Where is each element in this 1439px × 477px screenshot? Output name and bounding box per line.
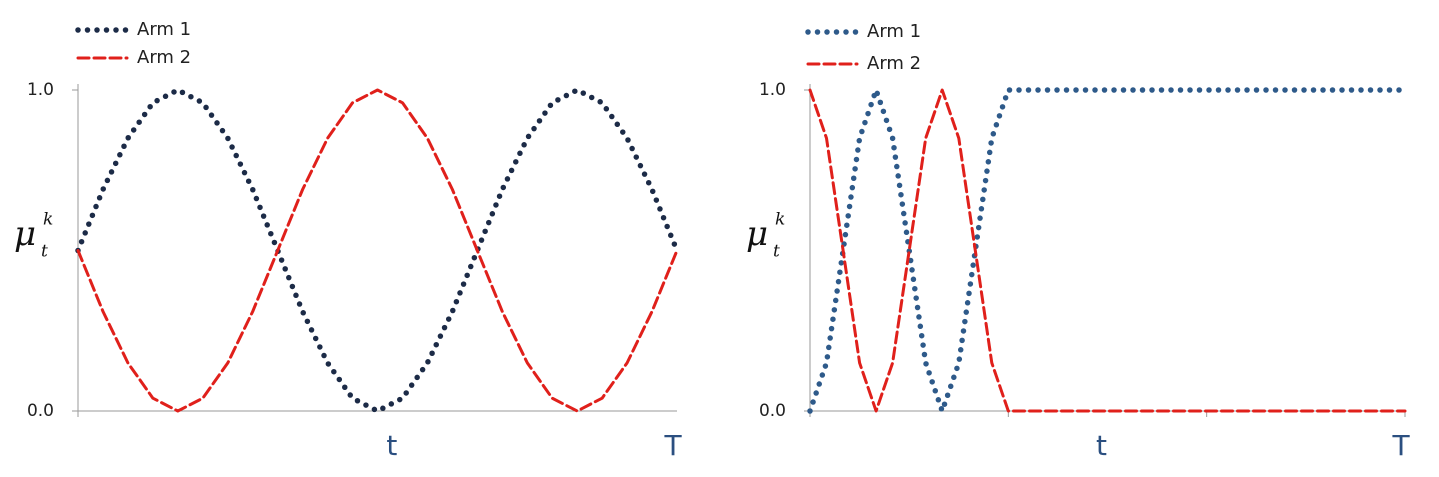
- y-tick-label: 0.0: [759, 401, 786, 421]
- y-axis-symbol: μ: [746, 214, 768, 254]
- legend-label: Arm 1: [137, 19, 191, 40]
- x-axis-label: t: [1096, 429, 1107, 462]
- x-axis-label: T: [1391, 429, 1410, 462]
- y-axis-sup: k: [775, 210, 785, 230]
- legend-label: Arm 2: [137, 47, 191, 68]
- x-axis-label: T: [663, 429, 682, 462]
- y-axis-sub: t: [41, 242, 48, 262]
- y-axis-sup: k: [43, 210, 53, 230]
- y-tick-label: 0.0: [27, 401, 54, 421]
- y-axis-sub: t: [773, 242, 780, 262]
- x-axis-label: t: [386, 429, 397, 462]
- series-line: [808, 88, 1407, 413]
- legend-label: Arm 2: [867, 53, 921, 74]
- y-axis-symbol: μ: [14, 214, 36, 254]
- y-tick-label: 1.0: [759, 80, 786, 100]
- series-line: [807, 87, 1408, 414]
- series-line: [76, 88, 679, 413]
- legend-label: Arm 1: [867, 21, 921, 42]
- y-tick-label: 1.0: [27, 80, 54, 100]
- series-line: [75, 87, 680, 414]
